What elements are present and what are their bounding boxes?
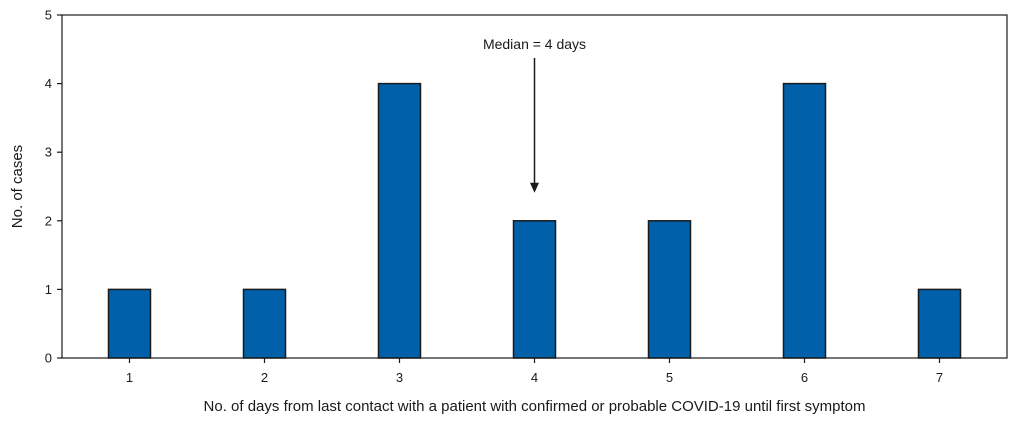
- bar-day-3: [377, 82, 422, 359]
- bar-day-2: [242, 288, 287, 359]
- bar-day-5: [647, 220, 692, 359]
- x-tick-label: 3: [396, 370, 403, 385]
- median-label: Median = 4 days: [483, 36, 586, 52]
- y-tick-label: 4: [45, 76, 52, 91]
- x-tick-label: 7: [936, 370, 943, 385]
- x-tick-label: 2: [261, 370, 268, 385]
- plot-frame: [61, 14, 1008, 359]
- x-axis-ticks: 1 2 3 4 5 6 7: [126, 358, 943, 385]
- median-arrow-head: [530, 182, 539, 193]
- bar-day-6: [782, 82, 827, 359]
- y-axis-title: No. of cases: [9, 145, 26, 228]
- x-axis-title: No. of days from last contact with a pat…: [204, 398, 866, 415]
- x-tick-label: 1: [126, 370, 133, 385]
- y-tick-label: 0: [45, 351, 52, 366]
- y-tick-label: 2: [45, 213, 52, 228]
- y-tick-label: 3: [45, 145, 52, 160]
- median-annotation: Median = 4 days: [483, 36, 586, 193]
- bar-day-4: [512, 220, 557, 359]
- x-tick-label: 4: [531, 370, 538, 385]
- bar-day-1: [107, 288, 152, 359]
- y-tick-label: 5: [45, 8, 52, 23]
- x-tick-label: 5: [666, 370, 673, 385]
- bar-day-7: [917, 288, 962, 359]
- x-tick-label: 6: [801, 370, 808, 385]
- y-axis-ticks: 0 1 2 3 4 5: [45, 8, 62, 366]
- y-tick-label: 1: [45, 282, 52, 297]
